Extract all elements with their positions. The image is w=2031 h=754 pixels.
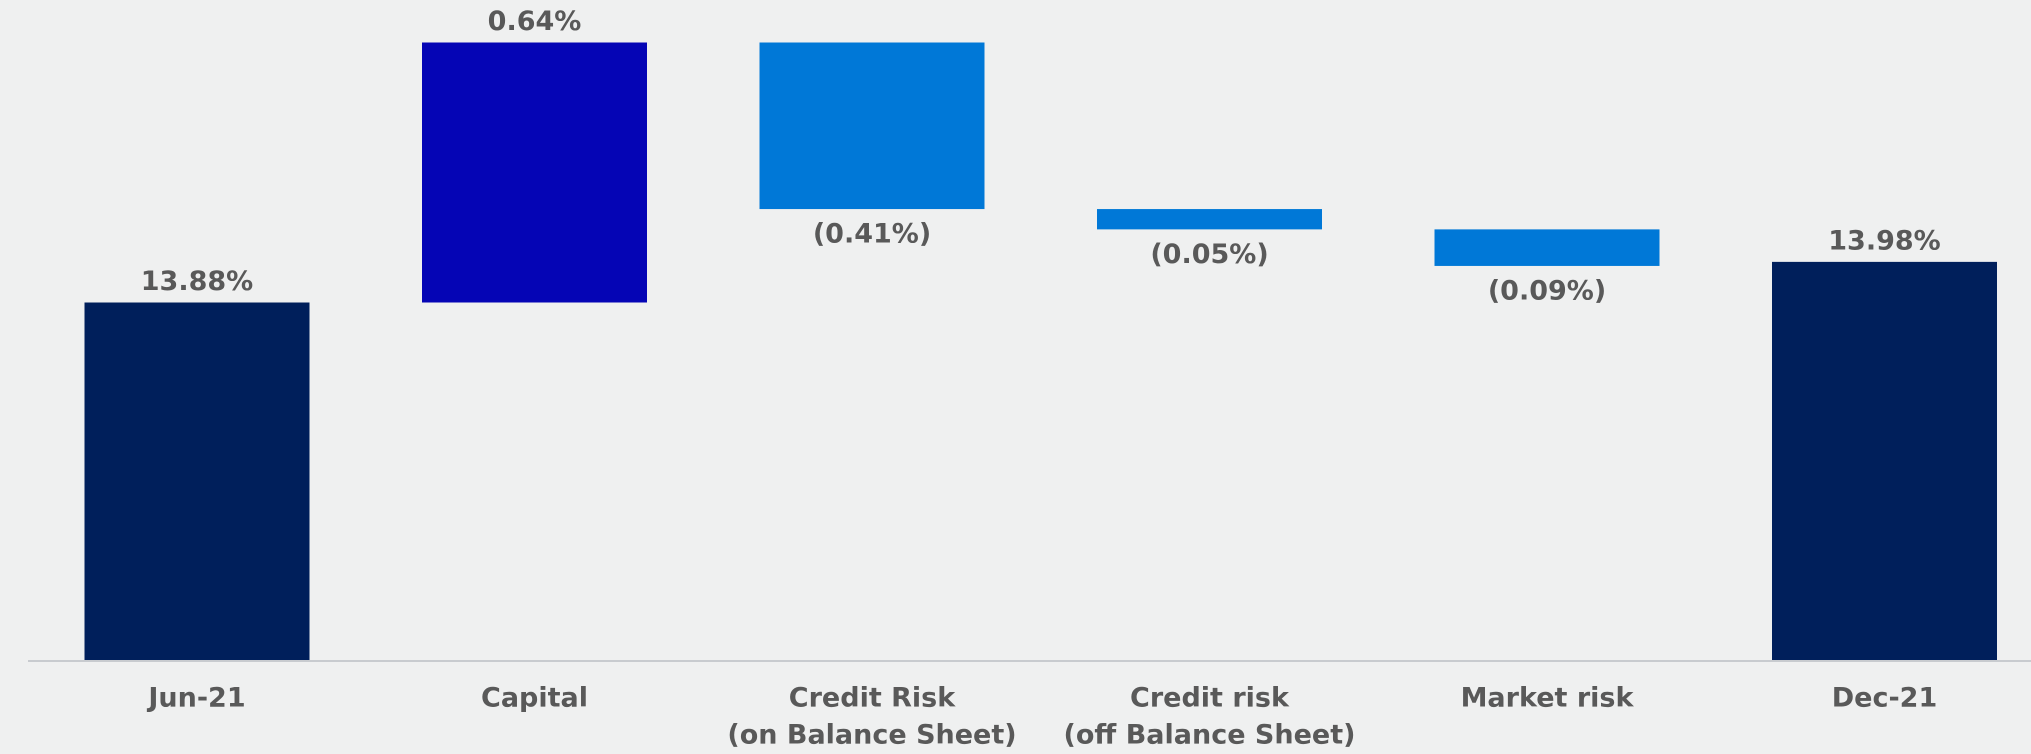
value-label: (0.05%) bbox=[1150, 239, 1268, 270]
x-tick-label: (off Balance Sheet) bbox=[1064, 720, 1356, 751]
bar bbox=[1434, 229, 1660, 266]
x-tick-label: Credit risk bbox=[1130, 683, 1290, 714]
bar bbox=[759, 42, 985, 210]
x-tick-label: Jun-21 bbox=[146, 683, 245, 714]
value-label: 13.98% bbox=[1828, 225, 1940, 256]
x-tick-label: Market risk bbox=[1461, 683, 1635, 714]
bar bbox=[1097, 209, 1322, 230]
x-tick-label: Capital bbox=[481, 683, 588, 714]
bar bbox=[422, 42, 647, 303]
x-tick-label: (on Balance Sheet) bbox=[727, 720, 1016, 751]
x-tick-label: Credit Risk bbox=[789, 683, 956, 714]
value-label: 13.88% bbox=[141, 266, 253, 297]
value-label: (0.41%) bbox=[813, 219, 931, 250]
value-label: 0.64% bbox=[488, 6, 582, 37]
x-tick-label: Dec-21 bbox=[1832, 683, 1938, 714]
bar bbox=[1772, 261, 1997, 660]
bar bbox=[84, 302, 310, 660]
value-label: (0.09%) bbox=[1488, 275, 1606, 306]
